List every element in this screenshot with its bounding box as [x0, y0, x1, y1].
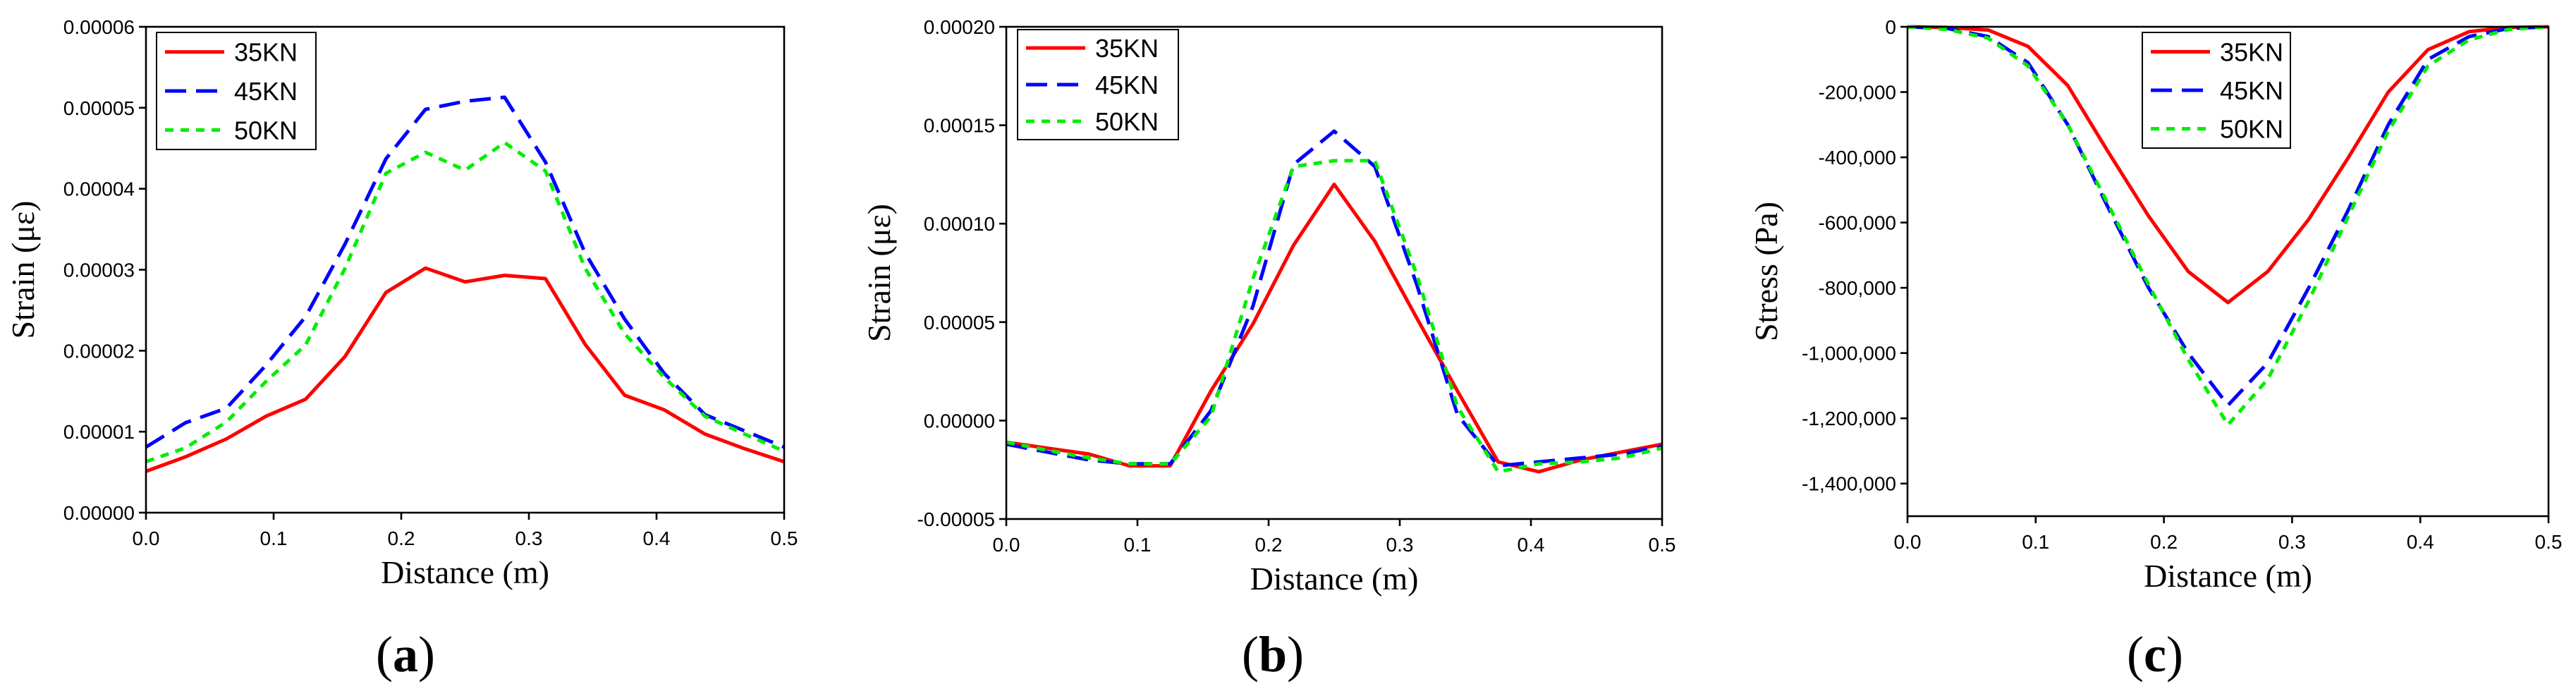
legend-label-35kn: 35KN: [234, 38, 298, 67]
legend-label-50kn: 50KN: [2220, 115, 2283, 144]
x-tick-label: 0.4: [2407, 531, 2434, 553]
series-line-50kn: [145, 140, 785, 464]
series-line-45kn: [1907, 25, 2549, 408]
series-line-45kn: [145, 95, 785, 449]
y-tick-label: -600,000: [1818, 212, 1896, 234]
y-tick-label: 0.00005: [924, 312, 995, 334]
x-tick-label: 0.0: [1894, 531, 1922, 553]
series-lines: [1907, 25, 2549, 427]
x-tick-label: 0.3: [2278, 531, 2306, 553]
x-tick-label: 0.4: [643, 527, 671, 549]
x-tick-label: 0.0: [133, 527, 160, 549]
y-tick-label: 0.00010: [924, 213, 995, 235]
panel-label: (a): [376, 626, 435, 683]
y-tick-label: 0.00020: [924, 16, 995, 38]
x-tick-label: 0.2: [1255, 534, 1283, 556]
y-tick-label: -1,200,000: [1802, 408, 1896, 429]
x-axis-title: Distance (m): [2144, 558, 2312, 594]
series-lines: [1006, 129, 1663, 474]
plot-frame: [1906, 25, 2550, 518]
y-tick-label: 0.00000: [924, 410, 995, 432]
panel-letter: a: [393, 626, 418, 683]
y-tick-label: -200,000: [1818, 82, 1896, 104]
legend: 35KN 45KN 50KN: [2142, 32, 2291, 149]
x-tick-label: 0.2: [388, 527, 415, 549]
panel-label: (b): [1242, 626, 1304, 683]
series-lines: [145, 95, 785, 473]
y-tick-label: -1,000,000: [1802, 343, 1896, 365]
y-axis-title: Strain (με): [861, 204, 897, 342]
x-axis-title: Distance (m): [381, 554, 549, 590]
panel-label: (c): [2127, 626, 2183, 683]
x-tick-label: 0.5: [771, 527, 798, 549]
plot-frame: [1005, 25, 1664, 520]
panel-b: 0.0 0.1 0.2 0.3 0.4 0.5 -0.00005 0.00000 0.00005…: [861, 16, 1675, 683]
series-line-35kn: [145, 266, 785, 473]
panel-letter: b: [1259, 626, 1287, 683]
x-tick-label: 0.3: [515, 527, 543, 549]
legend: 35KN 45KN 50KN: [156, 32, 317, 150]
y-tick-label: -800,000: [1818, 277, 1896, 299]
y-tick-label: 0: [1885, 16, 1896, 38]
panel-c: 0.0 0.1 0.2 0.3 0.4 0.5 -1,400,000 -1,200,000 -1…: [1748, 16, 2562, 683]
legend-label-35kn: 35KN: [2220, 37, 2283, 66]
x-tick-label: 0.1: [1124, 534, 1152, 556]
y-tick-label: -1,400,000: [1802, 473, 1896, 495]
y-tick-label: 0.00006: [63, 16, 135, 38]
x-tick-label: 0.1: [2022, 531, 2049, 553]
x-tick-label: 0.4: [1518, 534, 1545, 556]
series-line-50kn: [1006, 159, 1663, 474]
series-line-45kn: [1006, 129, 1663, 468]
x-tick-label: 0.5: [2535, 531, 2563, 553]
x-tick-label: 0.2: [2150, 531, 2178, 553]
y-tick-label: 0.00005: [63, 97, 135, 119]
y-tick-label: -0.00005: [917, 508, 995, 530]
series-line-50kn: [1907, 25, 2549, 427]
y-tick-label: 0.00001: [63, 421, 135, 443]
y-tick-label: 0.00015: [924, 115, 995, 137]
y-axis-title: Stress (Pa): [1748, 202, 1784, 341]
panel-letter: c: [2144, 626, 2166, 683]
y-tick-label: 0.00002: [63, 340, 135, 362]
legend-label-45kn: 45KN: [1095, 71, 1159, 99]
y-tick-label: 0.00000: [63, 502, 135, 524]
x-tick-label: 0.0: [993, 534, 1020, 556]
legend-label-50kn: 50KN: [1095, 107, 1159, 136]
series-line-35kn: [1907, 25, 2549, 305]
y-tick-label: 0.00004: [63, 178, 135, 200]
x-tick-label: 0.3: [1386, 534, 1414, 556]
legend-label-35kn: 35KN: [1095, 34, 1159, 63]
legend-label-50kn: 50KN: [234, 116, 298, 145]
legend-label-45kn: 45KN: [234, 77, 298, 106]
x-tick-label: 0.1: [260, 527, 288, 549]
x-axis-title: Distance (m): [1250, 561, 1419, 597]
x-tick-label: 0.5: [1649, 534, 1676, 556]
legend-label-45kn: 45KN: [2220, 76, 2283, 105]
legend: 35KN 45KN 50KN: [1017, 29, 1179, 140]
y-tick-label: 0.00003: [63, 260, 135, 281]
y-tick-label: -400,000: [1818, 147, 1896, 169]
y-axis-title: Strain (με): [5, 201, 41, 339]
panel-a: 0.0 0.1 0.2 0.3 0.4 0.5 0.00000 0.00001 0.00002 0…: [5, 16, 798, 683]
series-line-35kn: [1006, 182, 1663, 474]
